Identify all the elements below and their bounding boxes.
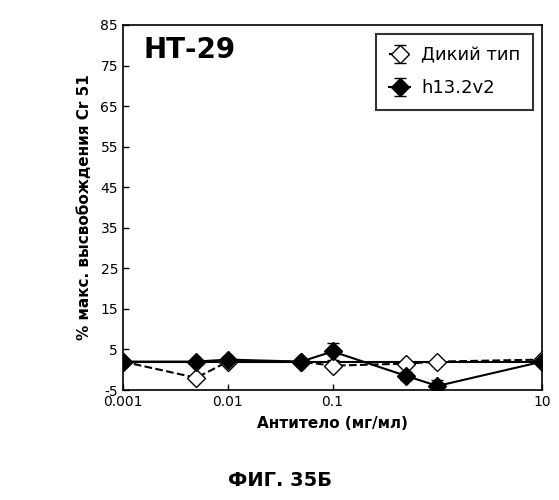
X-axis label: Антитело (мг/мл): Антитело (мг/мл): [257, 416, 408, 431]
Y-axis label: % макс. высвобождения Cr 51: % макс. высвобождения Cr 51: [77, 74, 92, 340]
Text: НТ-29: НТ-29: [144, 36, 236, 64]
Text: ФИГ. 35Б: ФИГ. 35Б: [228, 470, 331, 490]
Legend: Дикий тип, h13.2v2: Дикий тип, h13.2v2: [376, 34, 533, 110]
